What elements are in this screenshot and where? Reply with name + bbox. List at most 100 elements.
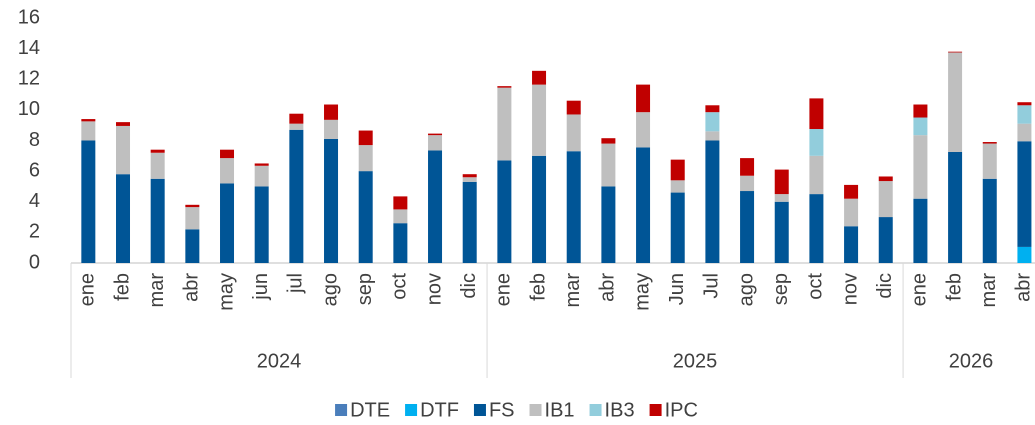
bar-segment xyxy=(982,143,997,179)
bar-segment xyxy=(878,181,893,218)
bar-segment xyxy=(532,70,547,85)
bar-segment xyxy=(462,177,477,182)
x-tick-label: abr xyxy=(181,273,203,302)
legend-swatch xyxy=(405,404,418,416)
bar-segment xyxy=(428,150,443,263)
legend-swatch xyxy=(473,404,486,416)
x-tick-label: jun xyxy=(250,273,272,301)
bar-segment xyxy=(150,178,165,263)
bar-segment xyxy=(462,174,477,178)
y-tick-label: 12 xyxy=(18,68,40,90)
bar-segment xyxy=(844,198,859,227)
bar-segment xyxy=(393,209,408,224)
bar-segment xyxy=(289,113,304,124)
legend-label: DTF xyxy=(420,399,459,421)
bar-segment xyxy=(705,105,720,113)
x-tick-label: feb xyxy=(943,273,965,301)
legend-label: IPC xyxy=(665,399,698,421)
bar-segment xyxy=(740,175,755,192)
bar-segment xyxy=(1017,123,1032,142)
bar-segment xyxy=(81,119,96,122)
bar-segment xyxy=(81,121,96,141)
bar-segment xyxy=(358,130,373,146)
bar-segment xyxy=(220,149,235,159)
bar-segment xyxy=(532,155,547,263)
bar-segment xyxy=(428,135,443,151)
bar-segment xyxy=(670,180,685,193)
bar-segment xyxy=(566,100,581,115)
bar-segment xyxy=(116,122,131,126)
bar-segment xyxy=(150,152,165,179)
bar-segment xyxy=(116,174,131,263)
bar-segment xyxy=(878,217,893,263)
bar-segment xyxy=(185,207,200,230)
bar-segment xyxy=(809,155,824,195)
legend-swatch xyxy=(589,404,602,416)
bar-segment xyxy=(393,223,408,263)
bar-segment xyxy=(982,178,997,263)
bar-segment xyxy=(1017,141,1032,247)
bar-segment xyxy=(116,125,131,175)
bar-segment xyxy=(185,204,200,208)
x-tick-label: ago xyxy=(319,273,341,306)
x-tick-label: ene xyxy=(77,273,99,306)
bar-segment xyxy=(497,86,512,88)
y-tick-label: 8 xyxy=(29,129,40,151)
bar-segment xyxy=(393,196,408,210)
bar-segment xyxy=(462,181,477,263)
legend-label: DTE xyxy=(350,399,390,421)
bar-segment xyxy=(774,169,789,195)
bar-segment xyxy=(289,129,304,263)
bar-segment xyxy=(1017,105,1032,124)
bar-segment xyxy=(636,147,651,263)
bar-segment xyxy=(913,198,928,263)
bar-segment xyxy=(705,131,720,141)
bar-segment xyxy=(81,140,96,263)
x-tick-label: Jun xyxy=(666,273,688,305)
legend-swatch xyxy=(529,404,542,416)
bar-segment xyxy=(289,123,304,130)
x-tick-label: nov xyxy=(839,273,861,305)
bar-segment xyxy=(636,84,651,113)
bar-segment xyxy=(774,194,789,202)
bar-segment xyxy=(948,151,963,263)
y-tick-label: 0 xyxy=(29,251,40,273)
x-tick-label: may xyxy=(631,273,653,311)
bar-segment xyxy=(705,112,720,132)
bar-segment xyxy=(601,186,616,263)
bar-segment xyxy=(740,158,755,176)
bar-segment xyxy=(740,191,755,263)
bar-segment xyxy=(809,194,824,263)
bar-segment xyxy=(358,145,373,172)
y-tick-label: 6 xyxy=(29,159,40,181)
bar-segment xyxy=(566,114,581,152)
legend-label: FS xyxy=(489,399,515,421)
x-tick-label: feb xyxy=(527,273,549,301)
bar-segment xyxy=(948,52,963,152)
x-tick-label: dic xyxy=(458,273,480,299)
bar-segment xyxy=(636,112,651,148)
bar-segment xyxy=(324,119,339,139)
bar-segment xyxy=(150,149,165,153)
x-tick-label: ago xyxy=(735,273,757,306)
bar-segment xyxy=(497,160,512,263)
bar-segment xyxy=(844,184,859,199)
y-tick-label: 16 xyxy=(18,6,40,28)
bar-segment xyxy=(220,158,235,184)
bar-segment xyxy=(670,192,685,263)
bar-segment xyxy=(809,98,824,130)
group-label: 2026 xyxy=(949,350,994,372)
bar-segment xyxy=(428,133,443,136)
y-tick-label: 2 xyxy=(29,221,40,243)
x-tick-label: mar xyxy=(146,273,168,308)
x-tick-label: ene xyxy=(909,273,931,306)
group-label: 2025 xyxy=(673,350,718,372)
bar-segment xyxy=(254,163,269,166)
bar-segment xyxy=(220,183,235,263)
y-tick-label: 14 xyxy=(18,37,40,59)
x-tick-label: sep xyxy=(354,273,376,305)
bar-segment xyxy=(324,104,339,120)
bar-segment xyxy=(913,135,928,199)
bar-segment xyxy=(566,151,581,263)
